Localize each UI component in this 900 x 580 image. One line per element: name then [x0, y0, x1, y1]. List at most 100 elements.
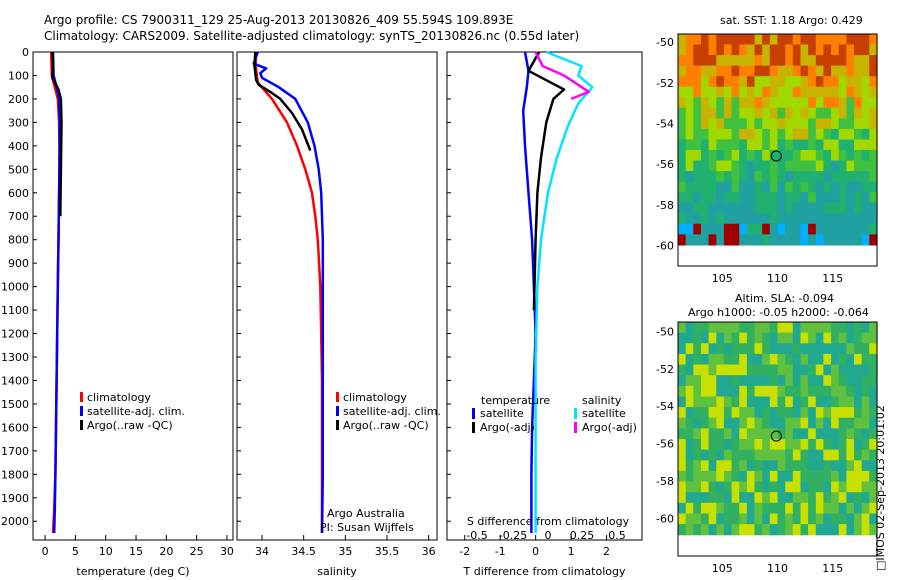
- map-3-cell: [678, 34, 687, 46]
- map-3-cell: [678, 44, 687, 56]
- ytick-label: 800: [8, 234, 29, 247]
- map-3-cell: [808, 223, 817, 235]
- map-3-cell: [854, 150, 863, 162]
- map-3-cell: [746, 128, 756, 140]
- map-3-cell: [731, 118, 740, 130]
- map-3-cell: [846, 171, 855, 183]
- map-4-cell: [739, 417, 748, 429]
- map-3-cell: [746, 65, 756, 77]
- map-3-cell: [815, 181, 825, 193]
- panel-0-xtick-label: 0: [42, 545, 49, 558]
- map-3-cell: [869, 65, 878, 77]
- map-3-cell: [716, 139, 725, 151]
- map-3-cell: [869, 44, 878, 56]
- map-3-cell: [823, 223, 832, 235]
- map-3-cell: [846, 223, 855, 235]
- map-3-cell: [693, 76, 702, 88]
- map-3-cell: [777, 118, 786, 130]
- map-4-cell: [831, 460, 840, 472]
- map-3-cell: [777, 107, 786, 119]
- map-3-cell: [716, 65, 725, 77]
- map-4-cell: [792, 322, 802, 334]
- map-4-cell: [685, 524, 694, 536]
- map-3-cell: [861, 86, 870, 98]
- map-4-cell: [693, 332, 702, 344]
- map-3-xtick-label: 105: [712, 272, 733, 285]
- map-3-cell: [754, 223, 763, 235]
- map-4-cell: [815, 502, 825, 514]
- map-3-cell: [769, 171, 779, 183]
- map-4-cell: [701, 502, 710, 514]
- map-4-cell: [685, 417, 694, 429]
- map-4-cell: [731, 385, 740, 397]
- map-4-cell: [861, 322, 870, 334]
- map-3-cell: [693, 223, 702, 235]
- map-3-cell: [693, 171, 702, 183]
- map-4-cell: [678, 460, 687, 472]
- map-4-cell: [701, 353, 710, 366]
- map-3-cell: [815, 76, 825, 88]
- map-4-cell: [723, 492, 733, 504]
- map-4-cell: [701, 396, 710, 408]
- map-4-cell: [754, 396, 763, 408]
- map-4-cell: [678, 385, 687, 397]
- map-4-ytick-label: -60: [656, 513, 674, 526]
- map-3-cell: [846, 160, 855, 172]
- map-4-cell: [693, 460, 702, 472]
- map-4-cell: [831, 322, 840, 334]
- map-4-cell: [723, 353, 733, 366]
- map-4-cell: [762, 332, 771, 344]
- map-3-cell: [701, 97, 710, 109]
- map-4-cell: [792, 460, 802, 472]
- map-3-cell: [846, 76, 855, 88]
- map-4-cell: [846, 449, 855, 461]
- map-4-cell: [777, 449, 786, 461]
- map-3-cell: [861, 139, 870, 151]
- panel-2-xtick-label: -2: [459, 545, 470, 558]
- map-4-cell: [785, 428, 794, 440]
- map-3-cell: [861, 202, 870, 214]
- map-4-cell: [808, 417, 817, 429]
- map-4-cell: [785, 364, 794, 376]
- map-3-cell: [723, 118, 733, 130]
- map-4-cell: [769, 407, 779, 419]
- map-3-cell: [785, 202, 794, 214]
- map-3-cell: [701, 171, 710, 183]
- map-4-cell: [785, 396, 794, 408]
- map-3-cell: [861, 223, 870, 235]
- map-4-cell: [693, 364, 702, 376]
- map-3-cell: [708, 76, 717, 88]
- map-4-cell: [854, 417, 863, 429]
- map-3-cell: [815, 118, 825, 130]
- map-3-cell: [861, 234, 870, 246]
- map-3-cell: [792, 150, 802, 162]
- map-4-cell: [800, 385, 809, 397]
- map-3-cell: [823, 76, 832, 88]
- map-4-cell: [731, 364, 740, 376]
- map-4-cell: [861, 364, 870, 376]
- map-3-cell: [831, 34, 840, 46]
- map-3-cell: [831, 97, 840, 109]
- map-4-cell: [762, 524, 771, 536]
- map-4-cell: [861, 524, 870, 536]
- map-3-cell: [746, 192, 756, 204]
- map-4-cell: [716, 439, 725, 451]
- map-4-cell: [723, 439, 733, 451]
- map-3-cell: [785, 107, 794, 119]
- map-4-cell: [785, 407, 794, 419]
- map-3-cell: [754, 139, 763, 151]
- map-4-cell: [861, 460, 870, 472]
- map-4-cell: [800, 353, 809, 366]
- map-4-cell: [808, 322, 817, 334]
- ytick-label: 400: [8, 140, 29, 153]
- map-4-cell: [739, 439, 748, 451]
- map-3-cell: [838, 171, 847, 183]
- map-3-cell: [800, 55, 809, 67]
- map-3-cell: [823, 171, 832, 183]
- map-4-cell: [815, 343, 825, 355]
- map-3-cell: [739, 128, 748, 140]
- map-4-cell: [838, 460, 847, 472]
- map-3-cell: [762, 160, 771, 172]
- map-3-cell: [739, 118, 748, 130]
- map-4-cell: [823, 449, 832, 461]
